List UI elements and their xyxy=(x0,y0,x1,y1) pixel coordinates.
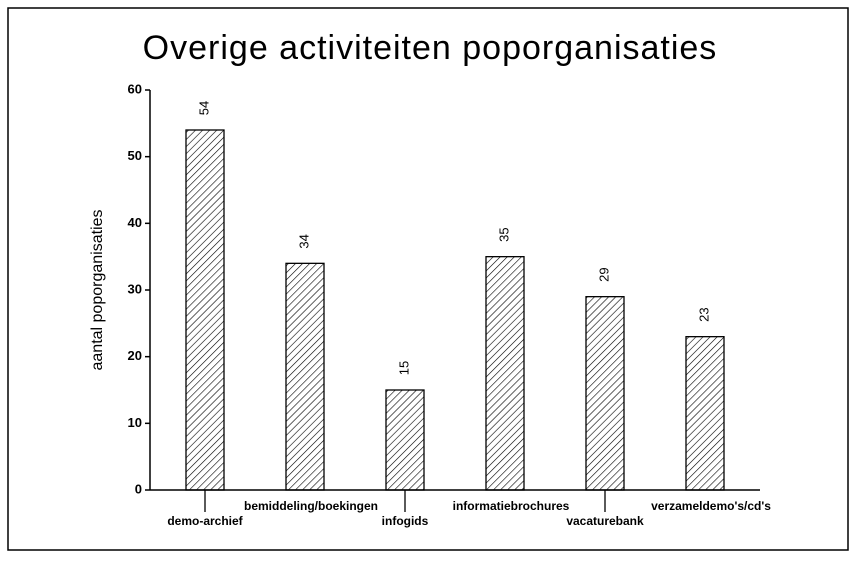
x-tick-label: demo-archief xyxy=(167,514,243,528)
bar xyxy=(285,262,325,491)
y-tick-label: 0 xyxy=(135,481,142,496)
value-label: 54 xyxy=(196,101,211,115)
x-tick-label: informatiebrochures xyxy=(453,499,570,513)
x-tick-label: bemiddeling/boekingen xyxy=(244,499,378,513)
y-tick-label: 60 xyxy=(128,81,142,96)
value-label: 23 xyxy=(696,307,711,321)
y-tick-label: 30 xyxy=(128,281,142,296)
value-label: 15 xyxy=(396,361,411,375)
x-tick-label: infogids xyxy=(382,514,429,528)
y-tick-label: 20 xyxy=(128,348,142,363)
value-label: 35 xyxy=(496,227,511,241)
bar xyxy=(185,129,225,491)
value-label: 29 xyxy=(596,267,611,281)
y-tick-label: 10 xyxy=(128,415,142,430)
x-tick-label: verzameldemo's/cd's xyxy=(651,499,771,513)
y-tick-label: 40 xyxy=(128,215,142,230)
bar xyxy=(685,336,725,491)
x-tick-label: vacaturebank xyxy=(566,514,644,528)
bar xyxy=(585,296,625,491)
chart-title: Overige activiteiten poporganisaties xyxy=(143,29,718,67)
bar xyxy=(385,389,425,491)
bar xyxy=(485,256,525,491)
y-axis-label: aantal poporganisaties xyxy=(89,209,106,370)
y-tick-label: 50 xyxy=(128,148,142,163)
frame xyxy=(7,7,849,551)
value-label: 34 xyxy=(296,234,311,248)
